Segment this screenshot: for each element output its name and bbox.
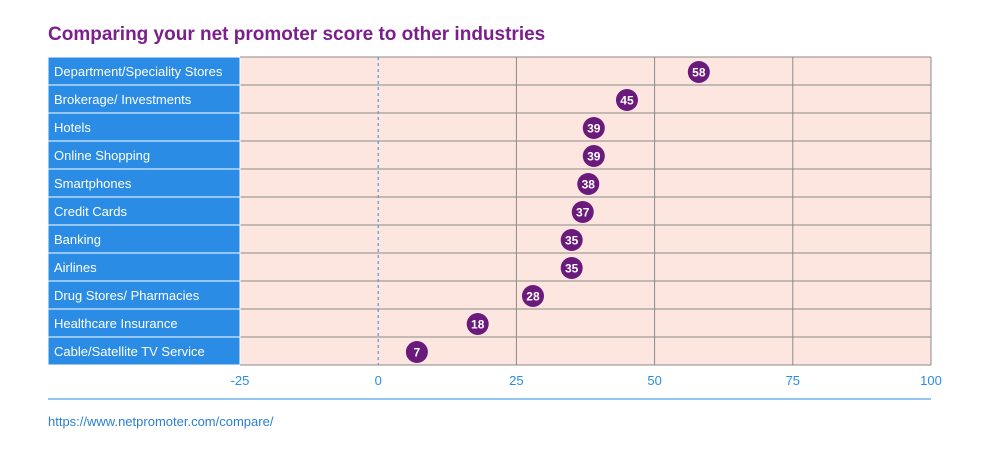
category-label: Hotels [54, 120, 91, 135]
nps-chart: Department/Speciality Stores Brokerage/ I… [47, 56, 942, 400]
category-label: Banking [54, 232, 101, 247]
x-tick-label: 50 [647, 373, 661, 388]
data-point [521, 285, 544, 307]
category-label-cell [47, 280, 241, 310]
data-label: 18 [471, 318, 485, 332]
data-point [571, 201, 594, 223]
data-label: 38 [582, 178, 596, 192]
data-label: 39 [587, 150, 601, 164]
data-label: 7 [414, 346, 421, 360]
source-link[interactable]: https://www.netpromoter.com/compare/ [48, 414, 274, 429]
x-tick-label: 100 [920, 373, 942, 388]
data-point [560, 229, 583, 251]
category-label-cell [47, 308, 241, 338]
x-tick-label: 0 [375, 373, 382, 388]
category-label-cell [47, 168, 241, 198]
category-label-cell [47, 196, 241, 226]
category-label: Smartphones [54, 176, 132, 191]
category-label: Brokerage/ Investments [54, 92, 192, 107]
data-point [560, 257, 583, 279]
category-label-cell [47, 252, 241, 282]
data-label: 28 [526, 290, 540, 304]
data-point [582, 145, 605, 167]
data-point [582, 117, 605, 139]
data-label: 35 [565, 262, 579, 276]
category-label: Department/Speciality Stores [54, 64, 223, 79]
data-label: 58 [692, 66, 706, 80]
data-label: 35 [565, 234, 579, 248]
data-label: 39 [587, 122, 601, 136]
data-point [405, 341, 428, 363]
category-label-cell [47, 140, 241, 170]
x-tick-label: -25 [231, 373, 250, 388]
category-label: Airlines [54, 260, 97, 275]
chart-title: Comparing your net promoter score to oth… [48, 24, 546, 45]
category-label: Online Shopping [54, 148, 150, 163]
x-tick-label: 25 [509, 373, 523, 388]
category-label: Drug Stores/ Pharmacies [54, 288, 200, 303]
x-tick-label: 75 [786, 373, 800, 388]
data-point [615, 89, 638, 111]
data-point [687, 61, 710, 83]
data-point [466, 313, 489, 335]
category-label-cell [47, 336, 241, 366]
category-label: Healthcare Insurance [54, 316, 178, 331]
category-label: Credit Cards [54, 204, 127, 219]
category-label-cell [47, 84, 241, 114]
data-label: 37 [576, 206, 590, 220]
data-point [577, 173, 600, 195]
category-label: Cable/Satellite TV Service [54, 344, 205, 359]
data-label: 45 [620, 94, 634, 108]
